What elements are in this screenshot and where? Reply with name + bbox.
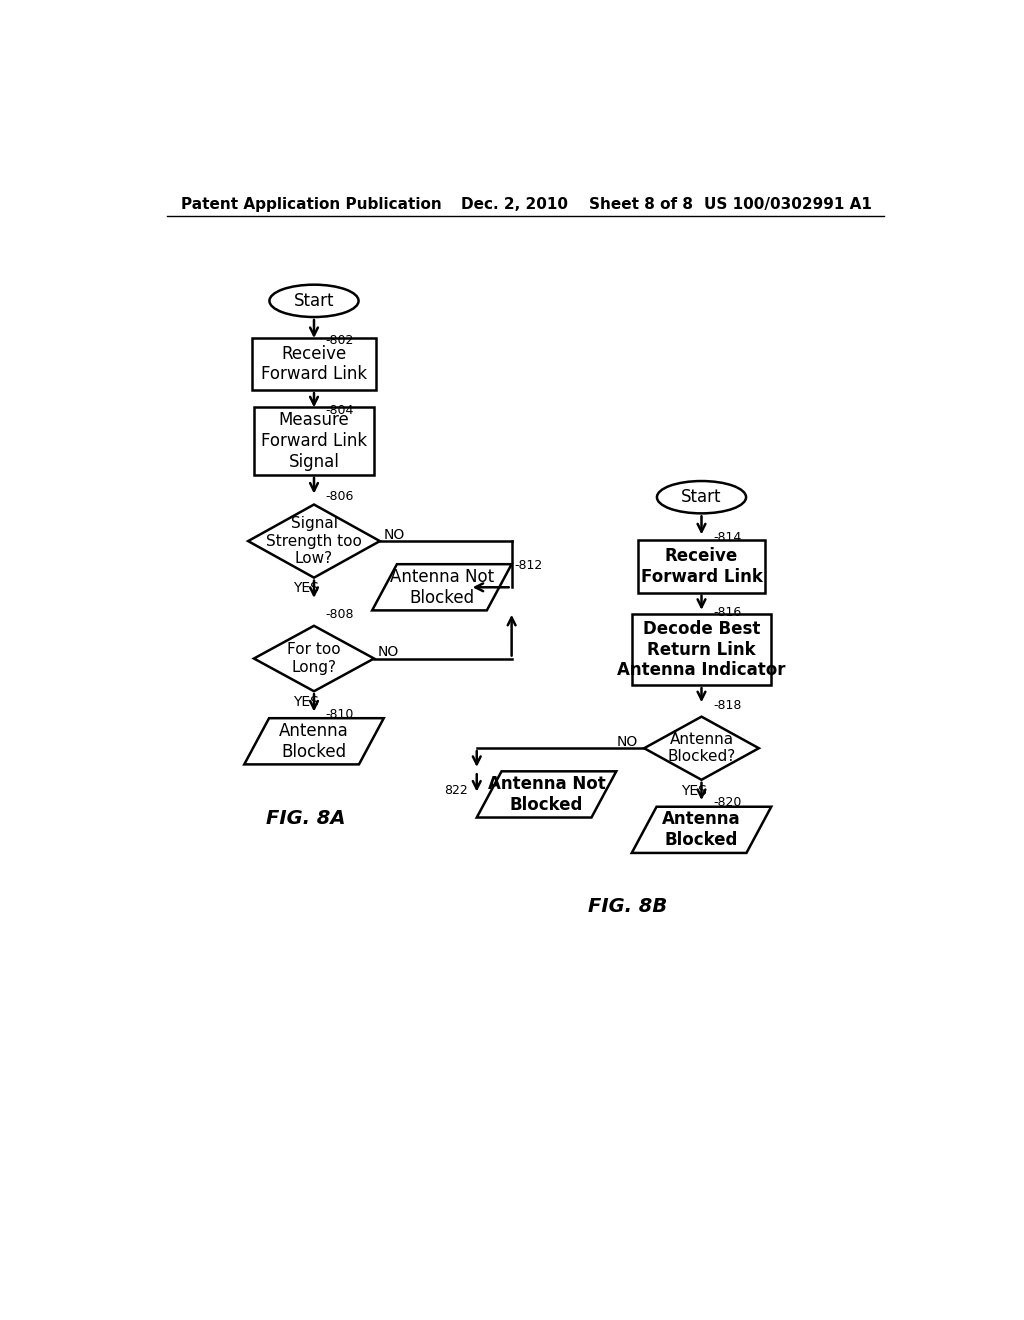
- FancyBboxPatch shape: [632, 614, 771, 685]
- FancyBboxPatch shape: [638, 540, 765, 593]
- Text: -802: -802: [326, 334, 354, 347]
- Text: -806: -806: [326, 490, 354, 503]
- Text: YES: YES: [681, 784, 707, 797]
- Polygon shape: [477, 771, 616, 817]
- Text: -808: -808: [326, 607, 354, 620]
- Text: Signal
Strength too
Low?: Signal Strength too Low?: [266, 516, 361, 566]
- Text: 822: 822: [444, 784, 468, 797]
- Text: Decode Best
Return Link
Antenna Indicator: Decode Best Return Link Antenna Indicato…: [617, 620, 785, 680]
- Text: -814: -814: [713, 531, 741, 544]
- Ellipse shape: [269, 285, 358, 317]
- Text: Start: Start: [681, 488, 722, 506]
- Text: -818: -818: [713, 698, 741, 711]
- Text: YES: YES: [293, 696, 319, 709]
- Polygon shape: [248, 504, 380, 578]
- Text: NO: NO: [384, 528, 406, 543]
- Text: -804: -804: [326, 404, 354, 417]
- Text: FIG. 8B: FIG. 8B: [588, 898, 668, 916]
- Text: Measure
Forward Link
Signal: Measure Forward Link Signal: [261, 412, 367, 471]
- Text: Receive
Forward Link: Receive Forward Link: [641, 546, 763, 586]
- Text: Antenna
Blocked?: Antenna Blocked?: [668, 733, 735, 764]
- Ellipse shape: [657, 480, 746, 513]
- Text: YES: YES: [293, 581, 319, 595]
- Text: Antenna Not
Blocked: Antenna Not Blocked: [390, 568, 494, 607]
- Polygon shape: [254, 626, 374, 692]
- Text: NO: NO: [617, 735, 638, 748]
- Polygon shape: [372, 564, 512, 610]
- Text: -810: -810: [326, 708, 354, 721]
- Text: US 100/0302991 A1: US 100/0302991 A1: [705, 197, 872, 213]
- FancyBboxPatch shape: [254, 407, 374, 475]
- Text: NO: NO: [378, 645, 399, 660]
- Text: -816: -816: [713, 606, 741, 619]
- Text: Antenna Not
Blocked: Antenna Not Blocked: [487, 775, 605, 814]
- Text: FIG. 8A: FIG. 8A: [266, 809, 346, 828]
- Polygon shape: [245, 718, 384, 764]
- Text: Antenna
Blocked: Antenna Blocked: [280, 722, 349, 760]
- Text: Antenna
Blocked: Antenna Blocked: [663, 810, 740, 849]
- Text: For too
Long?: For too Long?: [287, 643, 341, 675]
- Text: Patent Application Publication: Patent Application Publication: [180, 197, 441, 213]
- Text: -820: -820: [713, 796, 741, 809]
- Polygon shape: [632, 807, 771, 853]
- Text: -812: -812: [514, 560, 542, 573]
- Text: Start: Start: [294, 292, 334, 310]
- FancyBboxPatch shape: [252, 338, 376, 391]
- Polygon shape: [644, 717, 759, 780]
- Text: Dec. 2, 2010    Sheet 8 of 8: Dec. 2, 2010 Sheet 8 of 8: [461, 197, 693, 213]
- Text: Receive
Forward Link: Receive Forward Link: [261, 345, 367, 383]
